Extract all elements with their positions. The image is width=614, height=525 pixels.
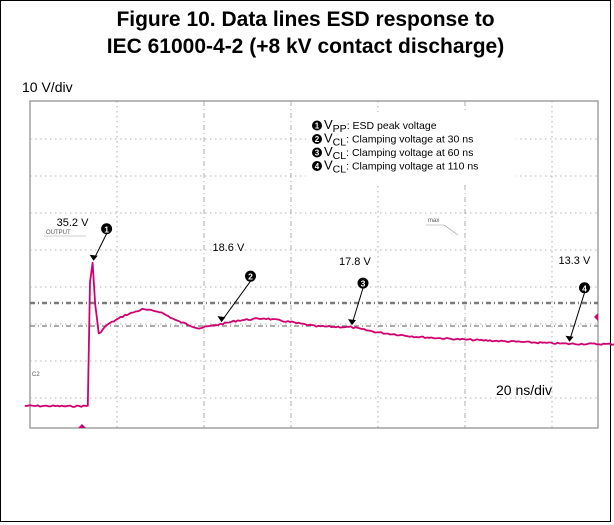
y-scale-label: 10 V/div (22, 79, 73, 95)
legend-number: 4 (315, 162, 320, 171)
legend-number: 1 (315, 122, 320, 131)
title-line-1: Figure 10. Data lines ESD response to (116, 8, 495, 31)
legend-entry: VPP: ESD peak voltage (324, 117, 437, 135)
annotation-arrowhead (348, 319, 356, 326)
channel-label: C2 (32, 372, 40, 378)
voltage-annotations: 35.2 V 1 18.6 V 2 17.8 V 3 13.3 V 4 (57, 217, 591, 342)
legend-marker (312, 134, 322, 144)
annotation-number: 4 (582, 283, 587, 293)
plot-border (29, 100, 599, 429)
max-label: max (428, 218, 439, 224)
annotation-leader (221, 280, 251, 322)
title-line-2: IEC 61000-4-2 (+8 kV contact discharge) (106, 35, 505, 58)
annotation-arrowhead (217, 316, 226, 323)
annotation-marker (357, 277, 369, 289)
annotation-number: 2 (248, 272, 253, 282)
legend-marker (312, 120, 322, 131)
trigger-marker (78, 424, 86, 428)
annotation-leader (93, 233, 108, 260)
legend: 1 VPP: ESD peak voltage 2 VCL: Clamping vol… (312, 117, 478, 176)
annotation-value: 35.2 V (57, 217, 89, 229)
annotation-value: 17.8 V (339, 256, 371, 268)
output-label: OUTPUT (46, 230, 71, 236)
legend-entry: VCL: Clamping voltage at 60 ns (324, 144, 473, 162)
waveform-trace (24, 261, 614, 428)
max-label-leader (443, 224, 459, 236)
figure-title: Figure 10. Data lines ESD response to IE… (0, 6, 611, 60)
annotation-number: 3 (361, 279, 366, 289)
annotation-marker (245, 270, 256, 282)
legend-entry: VCL: Clamping voltage at 30 ns (324, 131, 473, 149)
legend-box (306, 112, 516, 184)
legend-number: 3 (315, 149, 320, 158)
legend-entry: VCL: Clamping voltage at 110 ns (324, 158, 478, 176)
annotation-value: 13.3 V (559, 255, 591, 267)
legend-number: 2 (315, 135, 320, 144)
annotation-value: 18.6 V (213, 242, 245, 254)
annotation-number: 1 (104, 224, 109, 234)
trace-line (24, 261, 614, 408)
annotation-leader (569, 292, 585, 341)
legend-marker (312, 161, 322, 171)
annotation-arrowhead (565, 335, 574, 342)
annotation-marker (579, 282, 590, 294)
legend-marker (312, 147, 322, 158)
x-scale-label: 20 ns/div (496, 382, 552, 398)
level-marker (594, 313, 598, 321)
annotation-arrowhead (89, 254, 98, 261)
annotation-marker (101, 223, 113, 235)
annotation-leader (351, 287, 364, 325)
